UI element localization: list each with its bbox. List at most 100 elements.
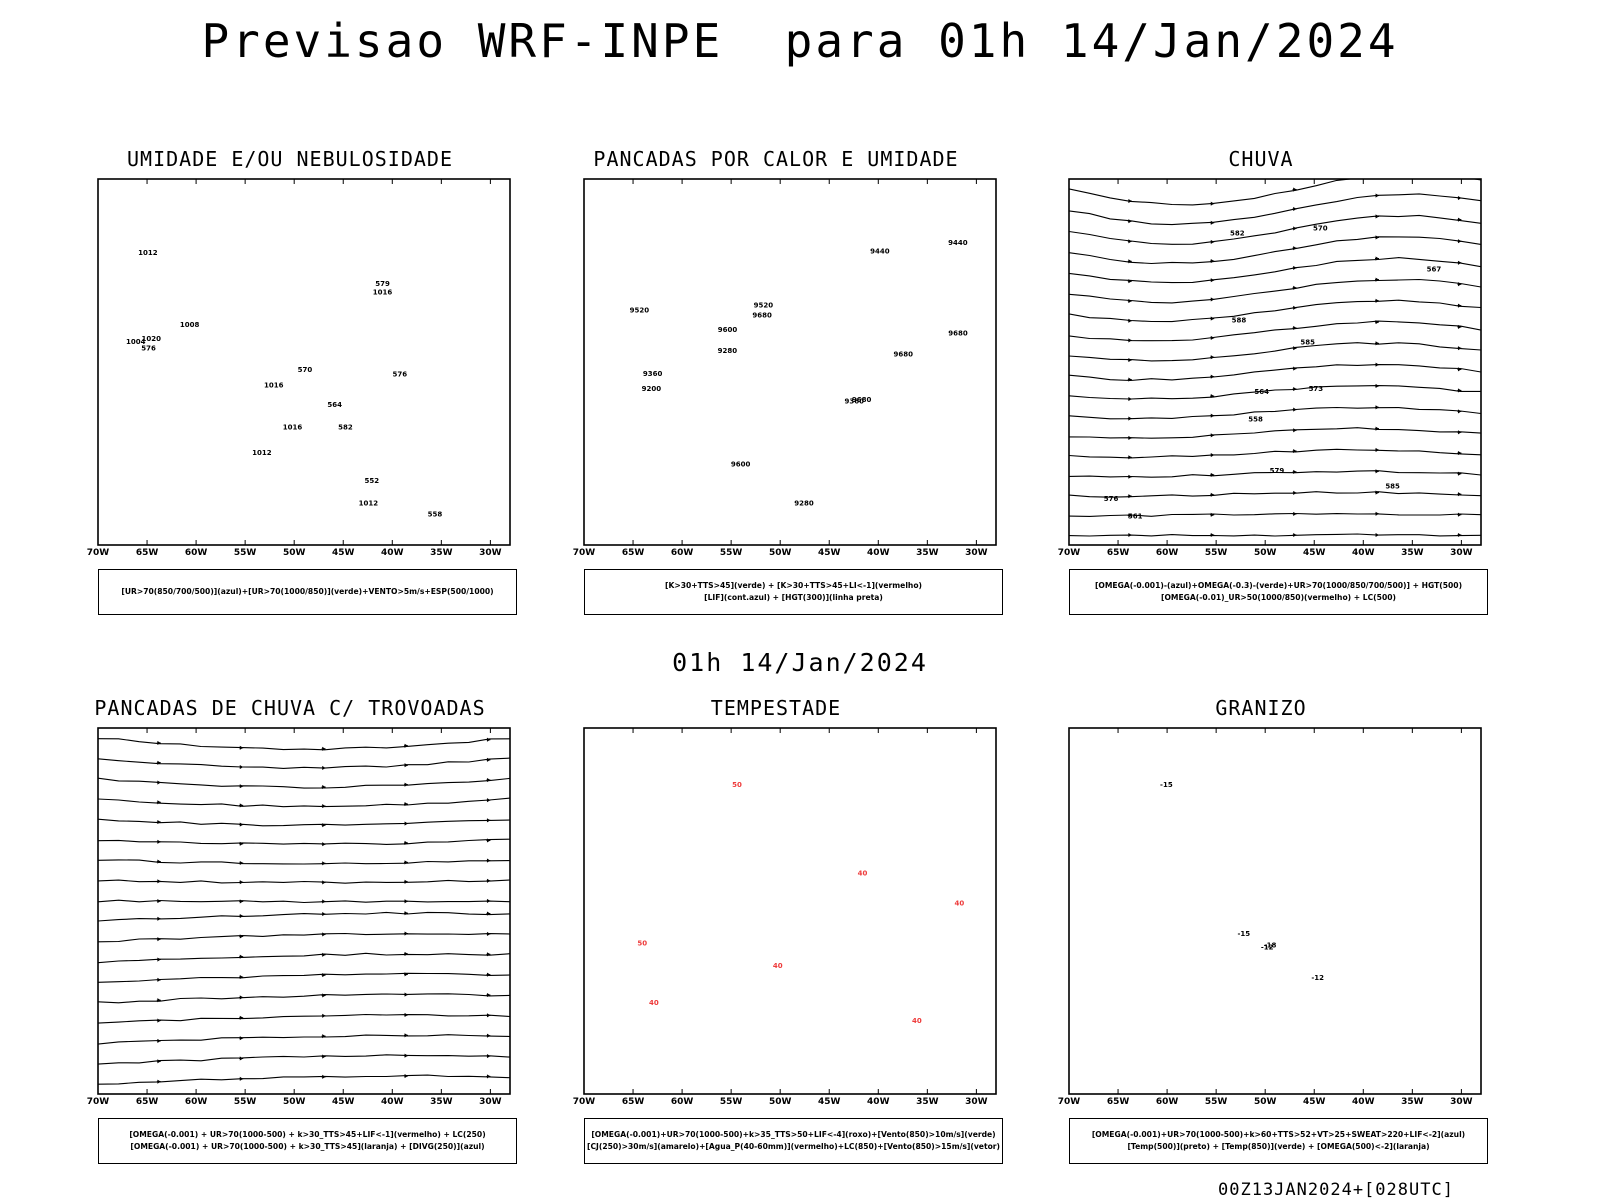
streamline-arrow [1210, 374, 1215, 379]
streamline-arrow [1210, 278, 1215, 283]
streamline-arrow [404, 782, 408, 787]
streamline-arrow [404, 1033, 408, 1038]
lon-tick-label: 40W [381, 1097, 404, 1107]
contour-label: 1012 [252, 449, 272, 457]
streamline-arrow [239, 860, 244, 866]
contour-label: 564 [1254, 388, 1269, 396]
streamline-arrow [1457, 471, 1462, 476]
contour-label: 570 [298, 366, 313, 374]
streamline-arrow [404, 840, 408, 846]
contour-label: 576 [393, 371, 408, 379]
streamline-arrow [1457, 492, 1462, 497]
streamline-arrow [404, 1012, 408, 1018]
streamline-arrow [156, 1038, 161, 1043]
streamline-arrow [1375, 447, 1379, 453]
streamline-arrow [404, 802, 408, 807]
streamline-arrow [1127, 396, 1132, 402]
streamline-arrow [404, 911, 408, 916]
contour-label: 9520 [754, 301, 774, 309]
lon-tick-label: 65W [622, 1097, 645, 1107]
contour-label: 40 [858, 870, 868, 878]
streamline-arrow [239, 1015, 244, 1020]
lon-tick-label: 65W [1107, 1097, 1130, 1107]
lon-tick-label: 55W [234, 1097, 257, 1107]
streamline-arrow [486, 878, 491, 883]
map-legend: [OMEGA(-0.001)-(azul)+OMEGA(-0.3)-(verde… [1069, 569, 1488, 615]
lon-tick-label: 55W [1205, 1097, 1228, 1107]
streamline-arrow [239, 1036, 244, 1041]
streamline-arrow [321, 784, 326, 790]
lon-tick-label: 30W [1450, 548, 1473, 558]
streamline-arrow [1375, 511, 1379, 516]
legend-line: [OMEGA(-0.001)-(azul)+OMEGA(-0.3)-(verde… [1094, 581, 1463, 590]
contour-label: 582 [1230, 230, 1245, 238]
lon-tick-label: 30W [479, 548, 502, 558]
streamline-arrow [1127, 259, 1132, 264]
contour-label: 561 [1128, 512, 1143, 520]
map-legend: [K>30+TTS>45](verde) + [K>30+TTS>45+LI<-… [584, 569, 1003, 615]
panel-title: PANCADAS DE CHUVA C/ TROVOADAS [94, 696, 486, 720]
map-field: 9680 9680 9680 9680 9600 9600 9520 9520 9440 9440… [584, 179, 996, 545]
contour-label: 573 [1309, 385, 1324, 393]
map-field: 585 588 585 582 579 576 573 570 567 564 561 558 [1069, 179, 1481, 545]
streamline-arrow [1375, 277, 1379, 282]
streamline-arrow [404, 951, 408, 956]
streamline-arrow [1210, 335, 1215, 340]
streamline-arrow [1127, 455, 1132, 460]
streamline-arrow [404, 763, 408, 768]
forecast-map: 1012 1012 1008 1016 1016 1016 1020 576 579 576 582… [87, 178, 511, 558]
streamline-arrow [156, 1079, 161, 1084]
streamline [98, 952, 510, 964]
streamline-arrow [156, 937, 161, 942]
streamline-arrow [321, 973, 326, 978]
lon-tick-label: 55W [1205, 548, 1228, 558]
streamline-arrow [239, 822, 244, 827]
map-frame: 12S15S18S21S24S27S30S33S36S39S42S70W65W6… [87, 727, 511, 1107]
streamline-arrow [321, 1074, 326, 1079]
contour-label: -18 [1264, 941, 1277, 949]
streamline-arrow [486, 818, 491, 823]
contour-label: 9280 [718, 347, 738, 355]
map-legend: [UR>70(850/700/500)](azul)+[UR>70(1000/8… [98, 569, 517, 615]
streamline-arrow [1292, 449, 1297, 454]
streamline-arrow [239, 1056, 244, 1061]
lon-tick-label: 60W [1156, 1097, 1179, 1107]
streamline-arrow [156, 839, 161, 844]
streamline-arrow [156, 957, 161, 962]
map-legend: [OMEGA(-0.001)+UR>70(1000-500)+k>35_TTS>… [584, 1118, 1003, 1164]
lon-tick-label: 30W [965, 1097, 988, 1107]
streamline-arrow [239, 1076, 244, 1081]
streamline [1069, 257, 1481, 284]
streamline [1069, 512, 1481, 517]
streamline-arrow [404, 1053, 408, 1058]
contour-label: 1008 [180, 321, 200, 329]
streamline-arrow [1210, 258, 1215, 264]
map-border [583, 178, 997, 546]
lon-tick-label: 60W [1156, 548, 1179, 558]
streamline-arrow [1210, 316, 1215, 321]
lon-tick-label: 65W [136, 1097, 159, 1107]
streamline-arrow [1457, 195, 1462, 201]
lon-tick-label: 65W [136, 548, 159, 558]
streamline-arrow [486, 1033, 491, 1038]
contour-label: 588 [1232, 316, 1247, 324]
streamline-arrow [1375, 256, 1379, 261]
contour-label: 9680 [852, 396, 872, 404]
lon-tick-label: 45W [332, 548, 355, 558]
map-border [583, 727, 997, 1095]
streamline [98, 1013, 510, 1024]
streamline-arrow [156, 998, 161, 1003]
streamline-arrow [1292, 386, 1297, 392]
streamline-arrow [1127, 474, 1132, 479]
streamline-arrow [321, 932, 326, 937]
streamline [98, 1034, 510, 1045]
streamline-arrow [1127, 416, 1132, 421]
streamline [1069, 364, 1481, 382]
streamline-arrow [404, 992, 408, 997]
panel-pancadas-calor: PANCADAS POR CALOR E UMIDADE 9680 9680 968… [541, 147, 1011, 619]
map-border [97, 727, 511, 1095]
streamline-arrow [239, 934, 244, 939]
contour-label: 9680 [948, 330, 968, 338]
map-background [1069, 179, 1481, 545]
streamline [98, 972, 510, 983]
